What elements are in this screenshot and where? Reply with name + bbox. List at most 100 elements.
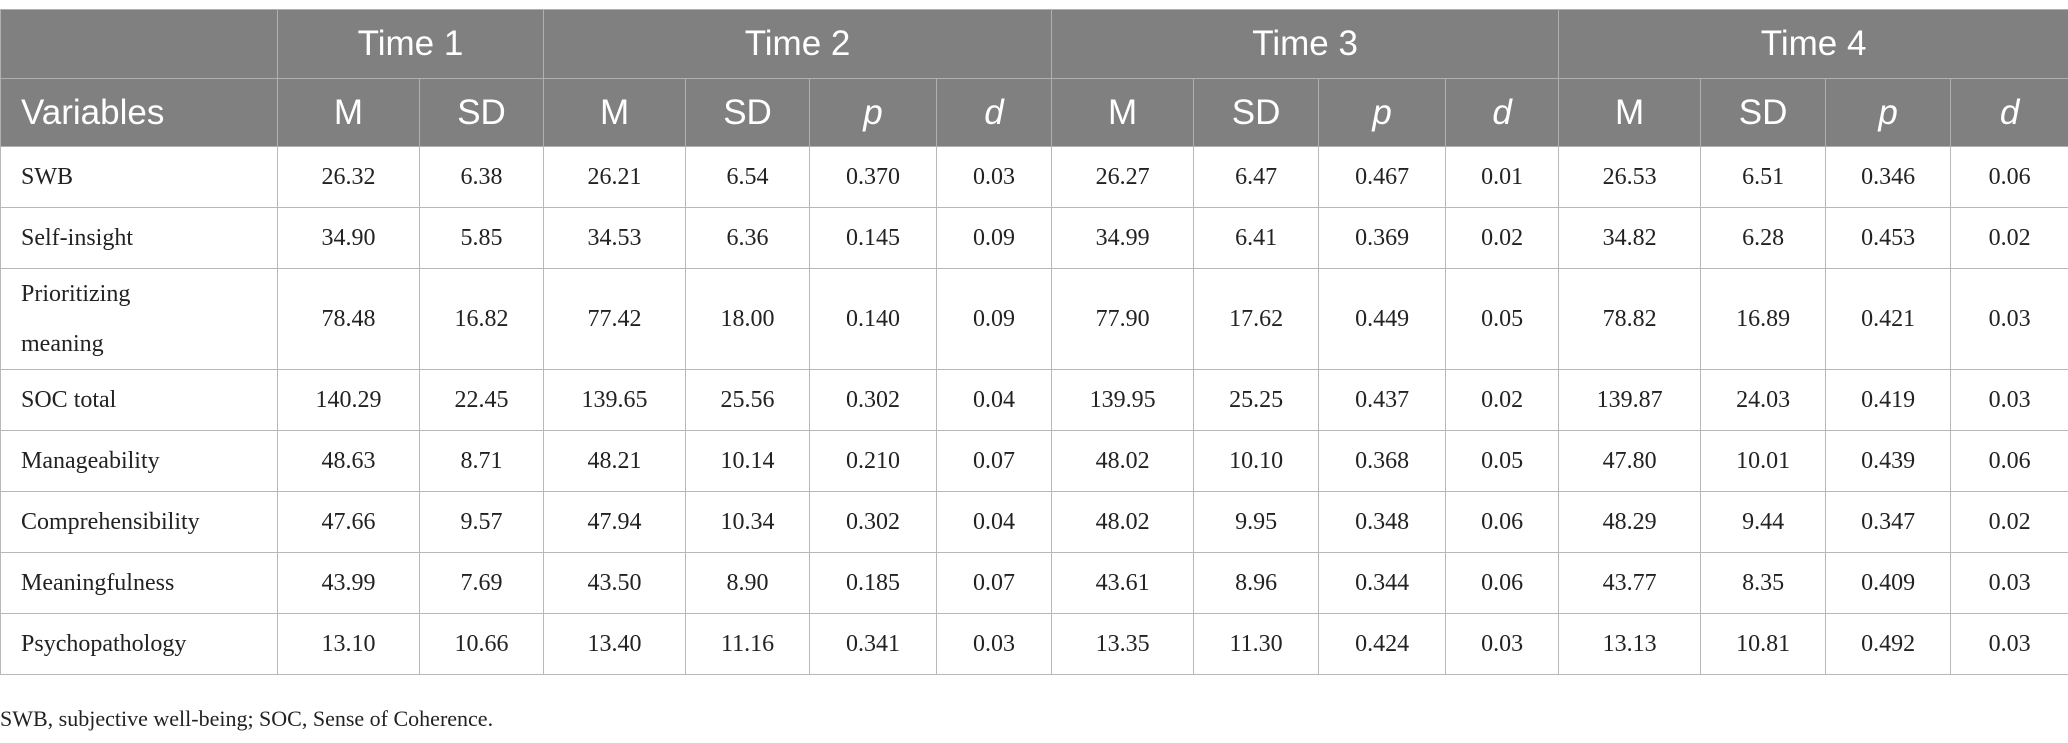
cell: 0.03: [1950, 613, 2068, 675]
row-label-cell: Prioritizing meaning: [0, 268, 278, 370]
cell: 0.302: [809, 369, 938, 431]
data-table: Time 1 Time 2 Time 3 Time 4 Variables M SD M SD p…: [0, 9, 2068, 675]
cell: 0.04: [936, 491, 1053, 553]
cell: 139.95: [1051, 369, 1195, 431]
cell: 8.96: [1193, 552, 1320, 614]
cell: 0.344: [1318, 552, 1447, 614]
column-header: SD: [418, 78, 545, 147]
cell: 43.50: [543, 552, 687, 614]
cell: 0.07: [936, 552, 1053, 614]
cell: 34.53: [543, 207, 687, 269]
cell: 43.61: [1051, 552, 1195, 614]
data-row: Comprehensibility 47.66 9.57 47.94 10.34 0.30…: [0, 491, 2068, 553]
cell: 0.03: [1950, 552, 2068, 614]
cell: 0.437: [1318, 369, 1447, 431]
cell: 10.01: [1700, 430, 1827, 492]
cell: 34.99: [1051, 207, 1195, 269]
cell: 13.10: [277, 613, 420, 675]
cell: 0.03: [1950, 369, 2068, 431]
cell: 0.09: [936, 207, 1053, 269]
cell: 0.06: [1950, 146, 2068, 208]
cell: 0.210: [809, 430, 938, 492]
row-label: SWB: [21, 164, 74, 190]
cell: 6.51: [1700, 146, 1827, 208]
cell: 0.185: [809, 552, 938, 614]
cell: 11.30: [1193, 613, 1320, 675]
cell: 0.369: [1318, 207, 1447, 269]
cell: 0.09: [936, 268, 1053, 370]
cell: 0.492: [1825, 613, 1952, 675]
data-row: SOC total 140.29 22.45 139.65 25.56 0.302 0.04…: [0, 369, 2068, 431]
data-row: Prioritizing meaning 78.48 16.82 77.42 18.00…: [0, 268, 2068, 370]
row-label-cell: SWB: [0, 146, 278, 208]
cell: 26.27: [1051, 146, 1195, 208]
cell: 6.47: [1193, 146, 1320, 208]
cell: 0.06: [1445, 552, 1560, 614]
cell: 26.53: [1558, 146, 1702, 208]
cell: 47.80: [1558, 430, 1702, 492]
cell: 26.32: [277, 146, 420, 208]
cell: 8.35: [1700, 552, 1827, 614]
cell: 17.62: [1193, 268, 1320, 370]
group-header: Time 2: [543, 9, 1053, 79]
cell: 10.66: [418, 613, 545, 675]
cell: 18.00: [685, 268, 811, 370]
column-header: M: [1558, 78, 1702, 147]
cell: 7.69: [418, 552, 545, 614]
row-label: Comprehensibility: [21, 509, 200, 535]
cell: 5.85: [418, 207, 545, 269]
cell: 0.419: [1825, 369, 1952, 431]
cell: 0.145: [809, 207, 938, 269]
data-row: SWB 26.32 6.38 26.21 6.54 0.370 0.03 26.27 6.47 0…: [0, 146, 2068, 208]
row-label-cell: Manageability: [0, 430, 278, 492]
row-label-cell: Self-insight: [0, 207, 278, 269]
data-row: Psychopathology 13.10 10.66 13.40 11.16 0.341…: [0, 613, 2068, 675]
cell: 0.03: [1950, 268, 2068, 370]
cell: 0.140: [809, 268, 938, 370]
column-header: p: [1825, 78, 1952, 147]
cell: 0.346: [1825, 146, 1952, 208]
cell: 47.94: [543, 491, 687, 553]
row-label-cell: Comprehensibility: [0, 491, 278, 553]
column-header: Variables: [0, 78, 278, 147]
column-header: SD: [1193, 78, 1320, 147]
cell: 0.01: [1445, 146, 1560, 208]
row-label-cell: Meaningfulness: [0, 552, 278, 614]
header-row: Time 1 Time 2 Time 3 Time 4: [0, 9, 2068, 79]
cell: 139.87: [1558, 369, 1702, 431]
cell: 13.35: [1051, 613, 1195, 675]
cell: 6.38: [418, 146, 545, 208]
cell: 9.95: [1193, 491, 1320, 553]
cell: 24.03: [1700, 369, 1827, 431]
cell: 0.05: [1445, 268, 1560, 370]
cell: 0.348: [1318, 491, 1447, 553]
cell: 9.57: [418, 491, 545, 553]
column-header: p: [1318, 78, 1447, 147]
cell: 0.02: [1445, 207, 1560, 269]
row-label-cell: SOC total: [0, 369, 278, 431]
cell: 0.421: [1825, 268, 1952, 370]
footnote: SWB, subjective well-being; SOC, Sense o…: [0, 706, 494, 731]
cell: 0.03: [936, 613, 1053, 675]
cell: 0.368: [1318, 430, 1447, 492]
cell: 8.90: [685, 552, 811, 614]
cell: 10.10: [1193, 430, 1320, 492]
cell: 0.302: [809, 491, 938, 553]
cell: 13.13: [1558, 613, 1702, 675]
cell: 13.40: [543, 613, 687, 675]
cell: 0.02: [1950, 207, 2068, 269]
cell: 34.90: [277, 207, 420, 269]
cell: 10.14: [685, 430, 811, 492]
column-header: M: [1051, 78, 1195, 147]
row-label: Meaningfulness: [21, 570, 175, 596]
cell: 11.16: [685, 613, 811, 675]
cell: 48.63: [277, 430, 420, 492]
cell: 140.29: [277, 369, 420, 431]
cell: 0.05: [1445, 430, 1560, 492]
cell: 48.02: [1051, 491, 1195, 553]
cell: 8.71: [418, 430, 545, 492]
cell: 0.03: [1445, 613, 1560, 675]
cell: 0.06: [1445, 491, 1560, 553]
cell: 10.81: [1700, 613, 1827, 675]
